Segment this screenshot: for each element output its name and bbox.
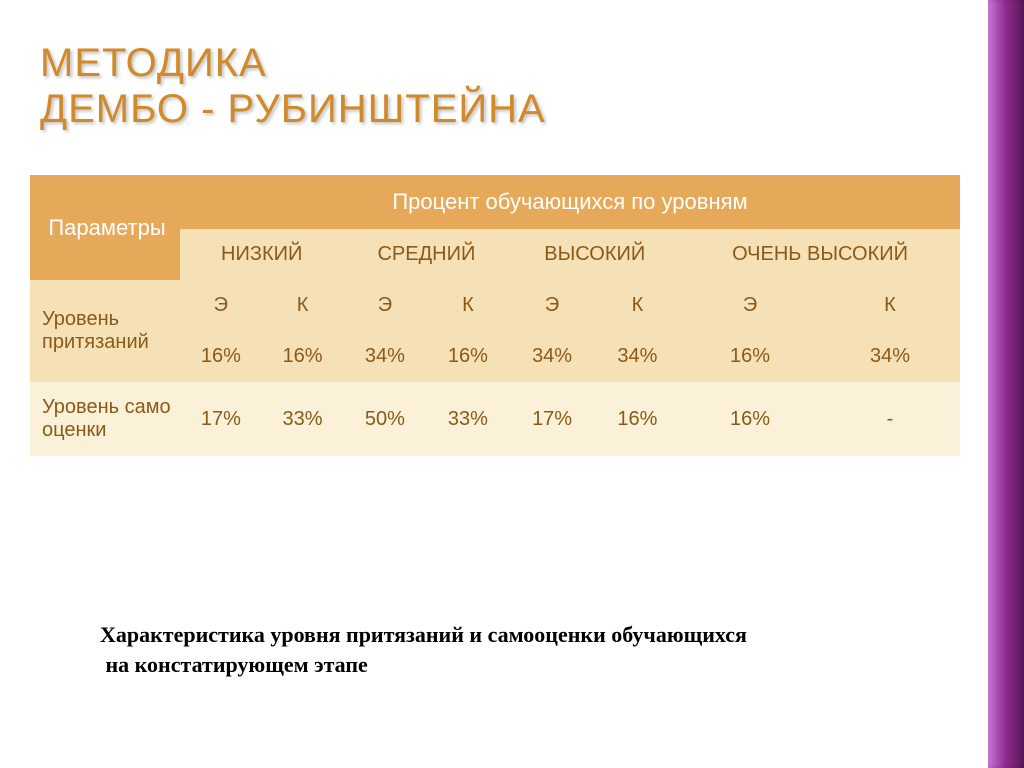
level-mid: СРЕДНИЙ [343,229,509,280]
value-cell: 33% [262,382,344,456]
level-very-high: ОЧЕНЬ ВЫСОКИЙ [680,229,960,280]
side-accent-bar [988,0,1024,768]
value-cell: - [820,382,960,456]
results-table: Параметры Процент обучающихся по уровням… [30,175,960,456]
caption-text: Характеристика уровня притязаний и самоо… [100,620,920,679]
table-header-row-1: Параметры Процент обучающихся по уровням [30,175,960,229]
group-cell: Э [509,280,594,331]
group-cell: Э [680,280,820,331]
value-cell: 16% [180,331,262,382]
slide-title: МЕТОДИКА ДЕМБО - РУБИНШТЕЙНА [40,40,940,132]
value-cell: 16% [680,331,820,382]
value-cell: 34% [509,331,594,382]
value-cell: 34% [595,331,680,382]
value-cell: 16% [595,382,680,456]
group-cell: Э [343,280,426,331]
value-cell: 17% [509,382,594,456]
group-cell: К [262,280,344,331]
group-cell: К [595,280,680,331]
selfesteem-row: Уровень само оценки 17% 33% 50% 33% 17% … [30,382,960,456]
value-cell: 16% [262,331,344,382]
percent-header: Процент обучающихся по уровням [180,175,960,229]
param-aspiration: Уровень притязаний [30,280,180,382]
value-cell: 17% [180,382,262,456]
value-cell: 16% [426,331,509,382]
title-line-2: ДЕМБО - РУБИНШТЕЙНА [40,86,940,132]
value-cell: 16% [680,382,820,456]
param-selfesteem: Уровень само оценки [30,382,180,456]
group-labels-row: Уровень притязаний Э К Э К Э К Э К [30,280,960,331]
level-high: ВЫСОКИЙ [509,229,680,280]
level-low: НИЗКИЙ [180,229,343,280]
params-header: Параметры [30,175,180,280]
value-cell: 34% [343,331,426,382]
group-cell: К [820,280,960,331]
value-cell: 33% [426,382,509,456]
group-cell: К [426,280,509,331]
title-line-1: МЕТОДИКА [40,40,940,86]
value-cell: 34% [820,331,960,382]
caption-line-2: на констатирующем этапе [106,652,368,677]
value-cell: 50% [343,382,426,456]
slide-frame: МЕТОДИКА ДЕМБО - РУБИНШТЕЙНА Параметры П… [0,0,1024,768]
caption-line-1: Характеристика уровня притязаний и самоо… [100,622,747,647]
group-cell: Э [180,280,262,331]
